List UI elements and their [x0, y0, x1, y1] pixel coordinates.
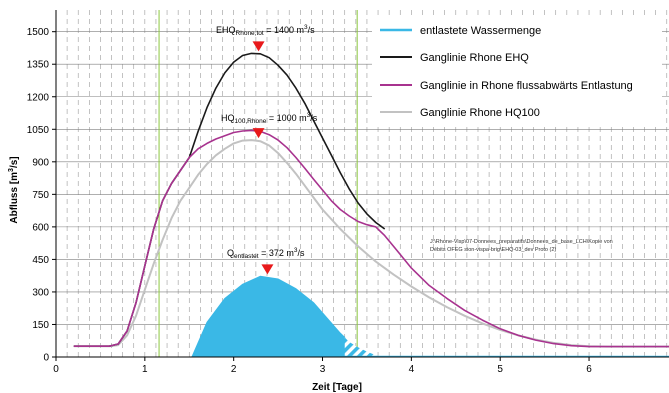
- legend-background: [372, 18, 662, 126]
- relief-area-group: [191, 275, 381, 357]
- relief-area-hatched: [344, 337, 381, 357]
- y-tick-label: 750: [32, 190, 49, 201]
- legend-label-downstream: Ganglinie in Rhone flussabwärts Entlastu…: [420, 80, 633, 92]
- x-tick-label: 2: [231, 364, 237, 375]
- legend-label-relief: entlastete Wassermenge: [420, 25, 541, 37]
- x-tick-label: 5: [497, 364, 503, 375]
- legend-label-ehq: Ganglinie Rhone EHQ: [420, 52, 529, 64]
- annotation-ehq: EHQRhone,tot = 1400 m3/s: [216, 24, 315, 37]
- x-tick-label: 0: [53, 364, 59, 375]
- y-axis-title: Abfluss [m3/s]: [8, 156, 20, 223]
- axes: 0 150 300 450 600 750 900 1050 1200 1350 1500 0 1 2 3 4…: [27, 10, 669, 375]
- source-note-line-1: J:\Rhone-Visp\07-Donnees_preparatifs\Don…: [430, 239, 613, 245]
- y-tick-label: 1500: [27, 27, 50, 38]
- x-axis-title: Zeit [Tage]: [312, 382, 362, 393]
- peak-marker-q: [261, 264, 274, 275]
- y-tick-label: 0: [43, 353, 49, 364]
- series-line-downstream: [73, 129, 669, 348]
- y-tick-label: 1350: [27, 60, 50, 71]
- y-tick-label: 150: [32, 320, 49, 331]
- y-tick-label: 1050: [27, 125, 50, 136]
- source-note-line-2: Débits OFEG sion-vispa-brig\EHQ-03_dev P…: [430, 247, 556, 253]
- x-tick-label: 4: [409, 364, 415, 375]
- y-tick-label: 450: [32, 255, 49, 266]
- peak-marker-ehq: [252, 41, 265, 52]
- y-tick-label: 1200: [27, 92, 50, 103]
- x-tick-label: 6: [586, 364, 592, 375]
- legend: entlastete Wassermenge Ganglinie Rhone E…: [372, 18, 662, 126]
- grid: [56, 10, 669, 357]
- peak-markers: [252, 41, 274, 275]
- x-tick-label: 1: [142, 364, 148, 375]
- y-tick-label: 900: [32, 157, 49, 168]
- x-tick-label: 3: [320, 364, 326, 375]
- relief-area-solid: [191, 275, 346, 357]
- peak-marker-hq100: [252, 128, 265, 139]
- annotation-relief: Qentlastet = 372 m3/s: [227, 247, 305, 260]
- y-tick-label: 300: [32, 287, 49, 298]
- y-tick-label: 600: [32, 222, 49, 233]
- legend-label-hq100: Ganglinie Rhone HQ100: [420, 107, 540, 119]
- annotation-hq100: HQ100,Rhone = 1000 m3/s: [221, 112, 318, 125]
